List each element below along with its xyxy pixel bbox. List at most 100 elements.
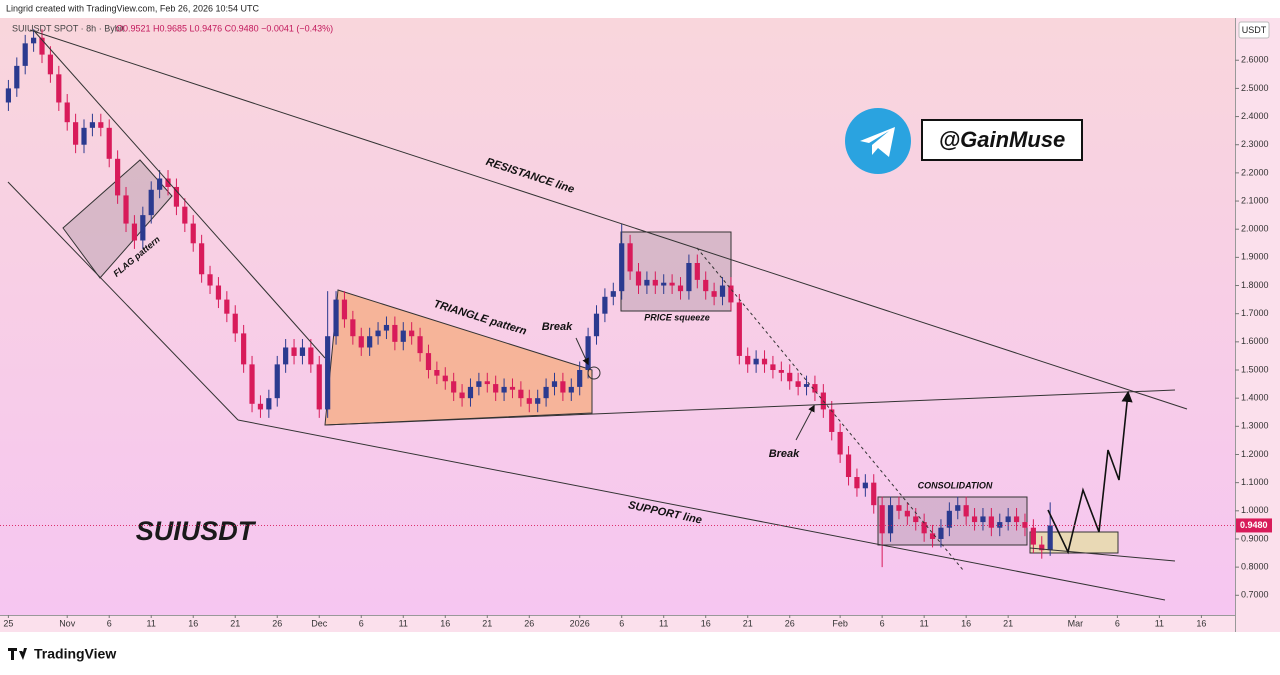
candle-body xyxy=(711,291,717,297)
candle-body xyxy=(1005,516,1011,523)
candle-body xyxy=(190,223,196,244)
candle-body xyxy=(224,299,230,314)
candle-body xyxy=(451,381,457,393)
y-tick-label: 2.4000 xyxy=(1241,111,1269,121)
candle-body xyxy=(442,375,448,382)
candle-body xyxy=(367,336,373,348)
candles xyxy=(5,29,1053,568)
candle-body xyxy=(106,127,112,159)
candle-body xyxy=(409,330,415,337)
candle-body xyxy=(249,364,255,404)
trend-lines xyxy=(7,29,1188,601)
candle-body xyxy=(871,482,877,506)
candle-body xyxy=(518,389,524,399)
candle-body xyxy=(745,355,751,365)
x-tick-label: 25 xyxy=(3,618,13,628)
y-tick-label: 2.5000 xyxy=(1241,83,1269,93)
candle-body xyxy=(1047,525,1053,551)
candle-body xyxy=(241,333,247,365)
support-line xyxy=(237,419,1166,601)
candle-body xyxy=(1013,516,1020,523)
candle-body xyxy=(568,386,574,393)
y-tick-label: 2.1000 xyxy=(1241,195,1269,205)
candle-body xyxy=(753,358,759,365)
candle-body xyxy=(560,381,566,393)
candle-body xyxy=(325,336,331,410)
candle-body xyxy=(56,74,62,103)
candle-body xyxy=(854,477,860,489)
candle-body xyxy=(5,88,12,103)
candle-body xyxy=(350,319,356,337)
candle-body xyxy=(577,370,583,387)
y-tick-label: 0.9000 xyxy=(1241,533,1269,543)
candle-body xyxy=(761,358,768,365)
x-tick-label: 11 xyxy=(919,618,928,628)
candle-body xyxy=(417,336,423,354)
candle-body xyxy=(299,347,306,356)
candle-body xyxy=(694,262,700,280)
y-tick-label: 1.9000 xyxy=(1241,252,1269,262)
y-tick-label: 1.5000 xyxy=(1241,364,1269,374)
candle-body xyxy=(845,454,852,478)
flag-box xyxy=(62,159,173,279)
x-tick-label: 21 xyxy=(230,618,240,628)
x-tick-label: 11 xyxy=(659,618,668,628)
candle-body xyxy=(375,330,381,337)
x-tick-label: 16 xyxy=(188,618,198,628)
candle-body xyxy=(31,37,37,44)
candle-body xyxy=(283,347,289,365)
candle-body xyxy=(182,206,188,224)
candle-body xyxy=(938,527,944,539)
axes: 0.7000 0.8000 0.9000 1.0000 1.1000 1.2000 1.30… xyxy=(0,55,1272,628)
candle-body xyxy=(677,285,684,292)
x-tick-label: 6 xyxy=(359,618,364,628)
candle-body xyxy=(266,398,272,410)
x-tick-label: 6 xyxy=(619,618,624,628)
candle-body xyxy=(703,279,709,292)
x-tick-label: 16 xyxy=(1196,618,1206,628)
candle-body xyxy=(123,195,129,224)
candle-body xyxy=(946,510,952,528)
candle-body xyxy=(232,313,238,334)
candle-body xyxy=(509,386,516,390)
candle-body xyxy=(913,516,919,523)
currency-box xyxy=(1238,21,1270,39)
candle-body xyxy=(14,65,20,89)
candle-body xyxy=(73,122,79,145)
candle-body xyxy=(988,516,994,528)
candle-body xyxy=(165,178,171,187)
candle-body xyxy=(476,381,482,387)
candle-body xyxy=(602,296,608,314)
x-tick-label: 2026 xyxy=(570,618,590,628)
candle-body xyxy=(1022,522,1028,528)
y-tick-label: 0.7000 xyxy=(1241,590,1269,600)
candle-body xyxy=(955,505,961,511)
currency: USDT xyxy=(1242,25,1267,35)
break-arrow xyxy=(575,337,589,366)
candle-body xyxy=(585,336,591,371)
x-tick-label: 16 xyxy=(440,618,450,628)
x-tick-label: 26 xyxy=(524,618,534,628)
candle-body xyxy=(829,409,835,432)
plot-background xyxy=(0,18,1235,615)
x-tick-label: Dec xyxy=(311,618,328,628)
candle-body xyxy=(434,370,440,376)
last-price-box xyxy=(1236,518,1272,533)
candle-body xyxy=(64,102,70,123)
x-tick-label: 6 xyxy=(880,618,885,628)
consolidation-box xyxy=(877,496,1028,546)
candle-body xyxy=(39,37,45,55)
candle-body xyxy=(795,381,801,387)
y-tick-label: 1.4000 xyxy=(1241,393,1269,403)
candle-body xyxy=(837,431,843,455)
brand: TradingView xyxy=(34,646,116,662)
x-tick-label: Nov xyxy=(59,618,76,628)
candle-body xyxy=(669,282,675,286)
handle-box xyxy=(921,119,1083,161)
candle-body xyxy=(1030,527,1036,545)
candle-body xyxy=(341,299,348,320)
brand-logo xyxy=(8,648,27,660)
y-tick-label: 1.8000 xyxy=(1241,280,1269,290)
